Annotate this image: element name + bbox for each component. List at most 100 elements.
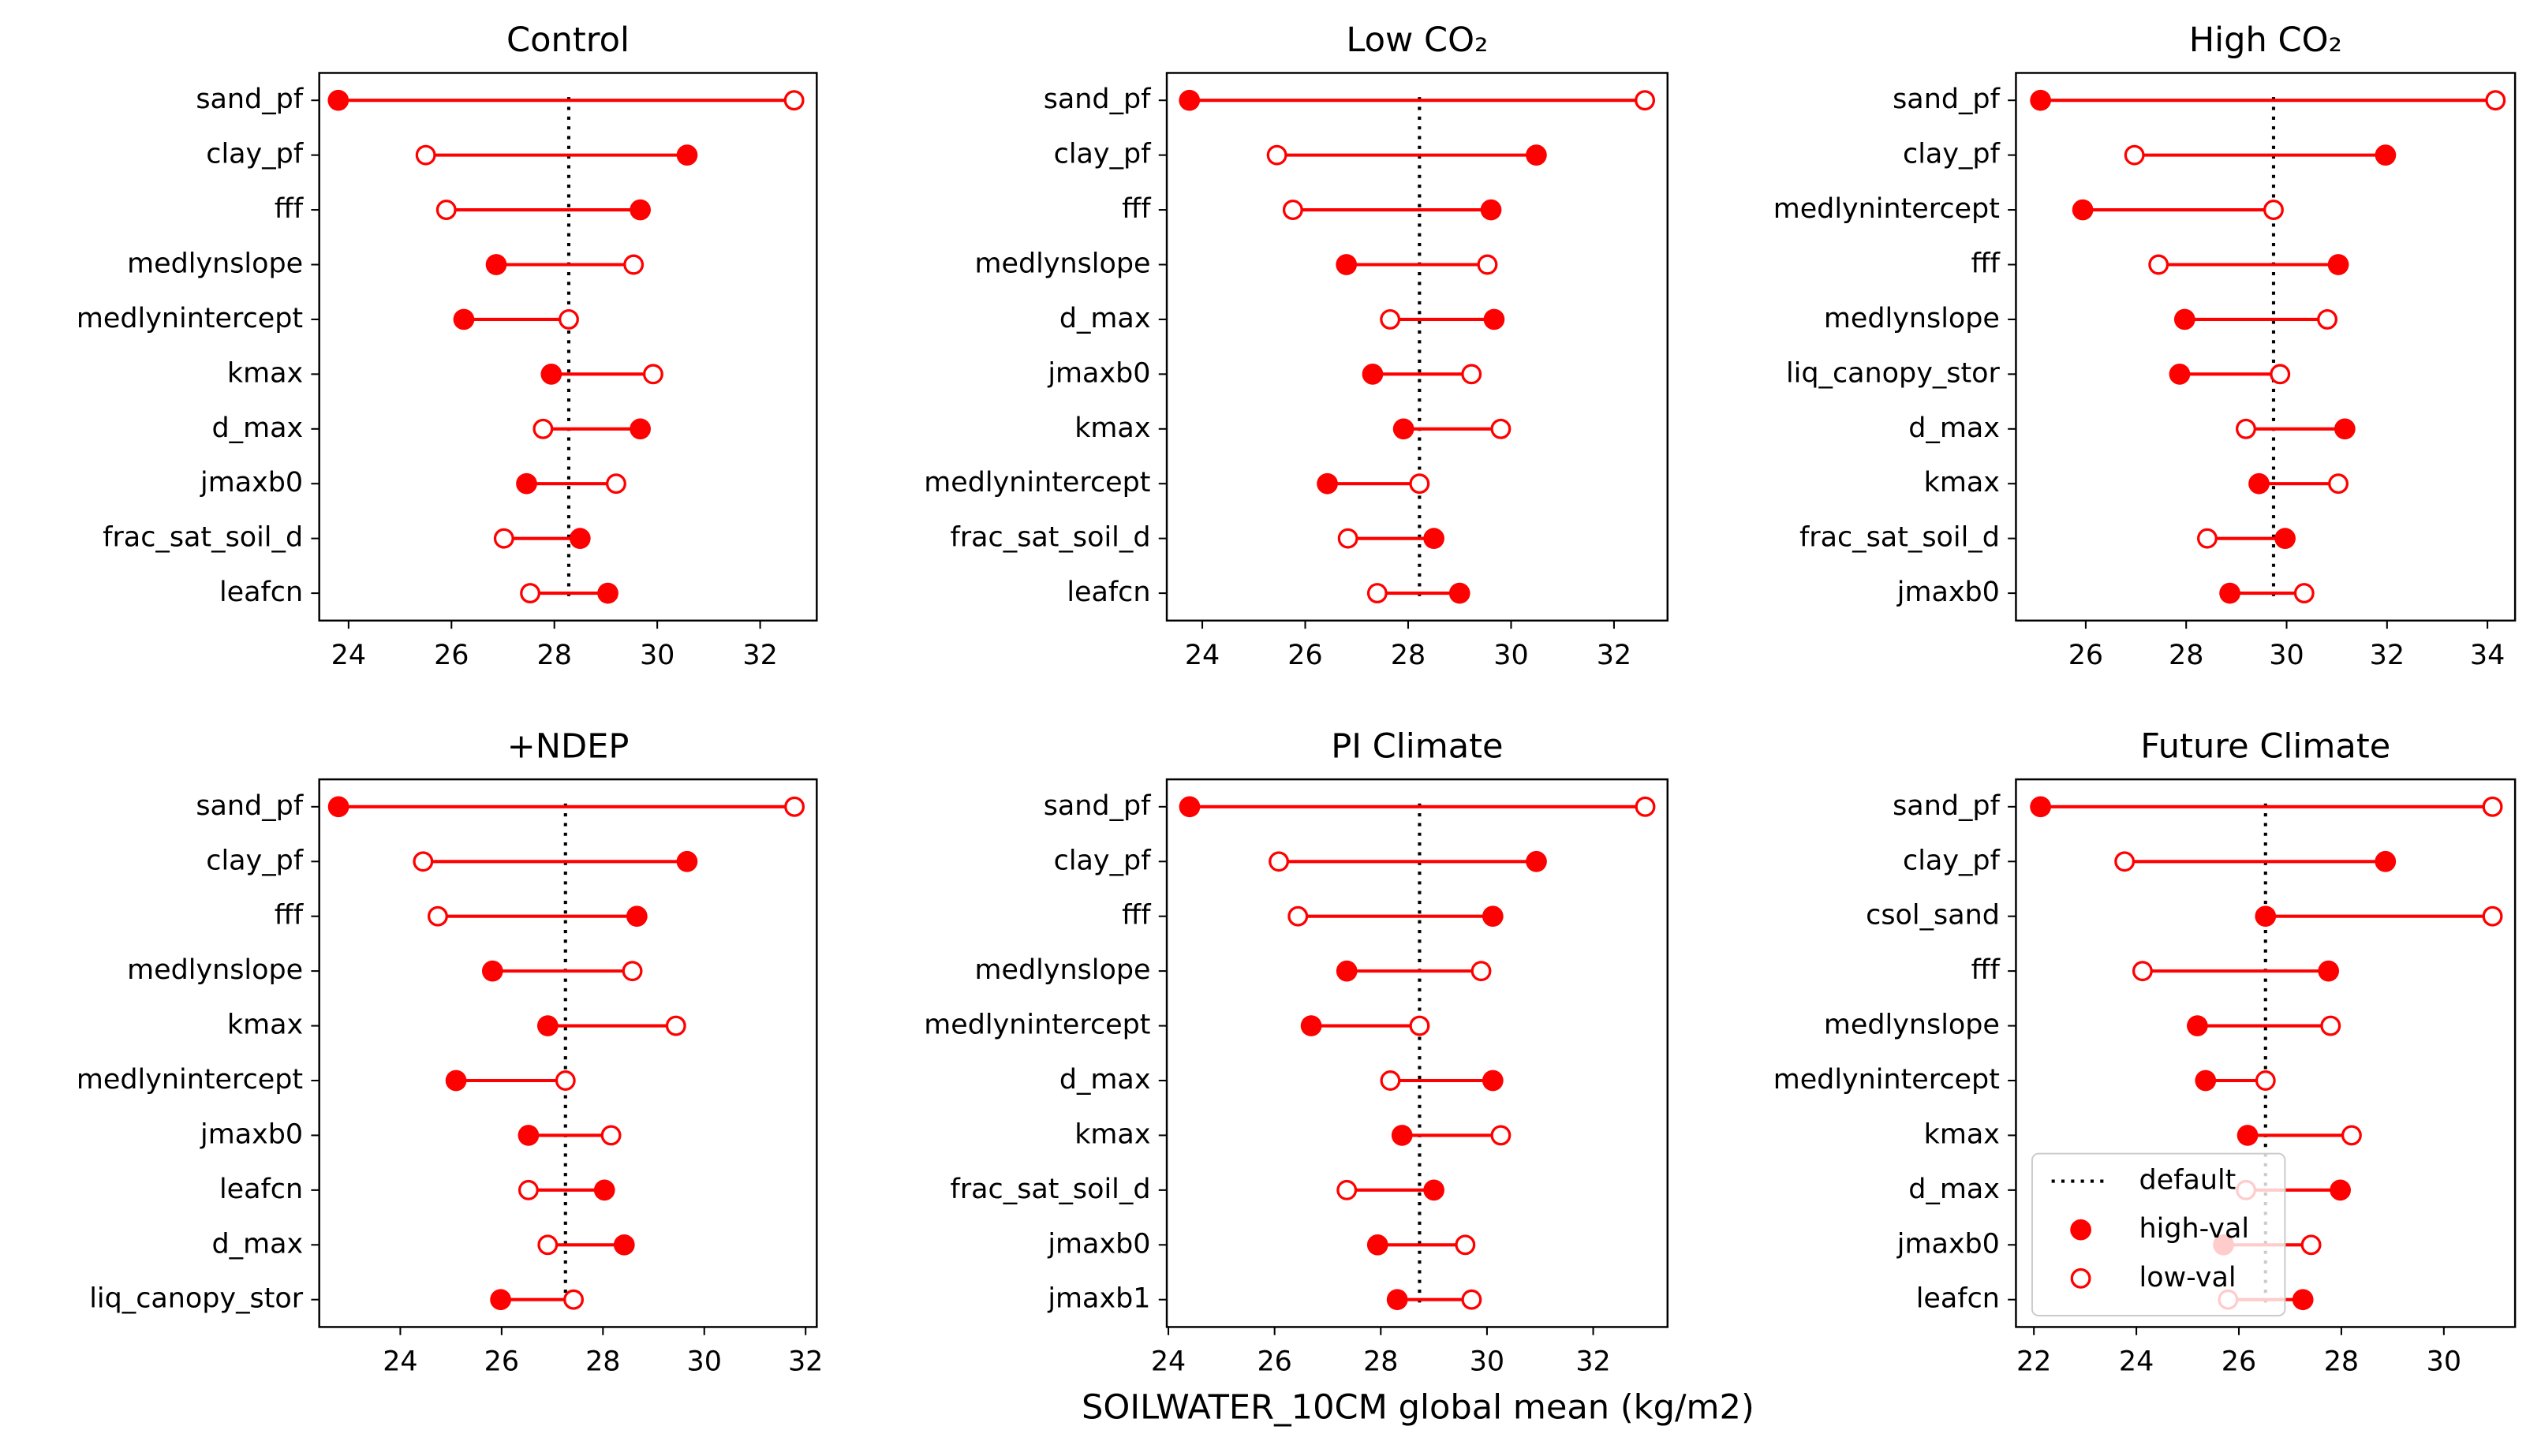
high-marker xyxy=(1386,1289,1408,1311)
y-tick-label: liq_canopy_stor xyxy=(89,1283,304,1315)
high-marker xyxy=(1526,850,1547,872)
low-marker xyxy=(622,961,643,982)
panel-title: Future Climate xyxy=(2140,727,2390,767)
low-marker xyxy=(518,1179,539,1200)
y-tick-label: frac_sat_soil_d xyxy=(1799,522,2000,554)
legend-box xyxy=(2031,1152,2286,1317)
low-marker xyxy=(1380,1070,1401,1091)
y-tick-label: jmaxb1 xyxy=(1047,1283,1150,1315)
low-marker xyxy=(1635,90,1656,111)
low-marker xyxy=(1287,905,1309,927)
x-tick-label: 28 xyxy=(537,640,572,671)
high-marker xyxy=(2318,960,2340,982)
low-marker xyxy=(559,308,579,330)
x-tick-label: 30 xyxy=(1470,1346,1504,1378)
low-marker xyxy=(1336,1179,1358,1200)
high-marker xyxy=(2292,1289,2314,1311)
high-marker xyxy=(1482,1070,1504,1092)
high-marker xyxy=(630,199,651,221)
low-marker xyxy=(2197,528,2218,549)
y-tick-label: d_max xyxy=(1059,303,1151,334)
low-marker xyxy=(2341,1125,2362,1146)
axes-frame xyxy=(2015,72,2517,622)
low-marker xyxy=(2270,364,2291,385)
high-marker xyxy=(485,254,507,275)
high-marker xyxy=(1179,796,1201,818)
x-tick-label: 26 xyxy=(1287,640,1322,671)
high-marker xyxy=(1423,1179,1444,1201)
low-marker xyxy=(415,144,436,166)
y-tick-label: sand_pf xyxy=(1044,790,1151,822)
high-marker xyxy=(481,960,503,982)
legend-swatch xyxy=(2070,1219,2091,1241)
high-marker xyxy=(1391,1125,1413,1146)
axes-frame xyxy=(1165,72,1669,622)
low-marker xyxy=(1470,961,1492,982)
y-tick-label: jmaxb0 xyxy=(1047,1228,1150,1260)
x-tick-label: 32 xyxy=(1575,1346,1610,1378)
y-tick-label: d_max xyxy=(1059,1064,1151,1096)
high-marker xyxy=(2375,144,2397,166)
low-marker xyxy=(623,254,645,275)
high-marker xyxy=(1483,308,1505,330)
y-tick-label: fff xyxy=(275,900,304,931)
low-marker xyxy=(520,583,541,604)
x-tick-label: 26 xyxy=(1257,1346,1291,1378)
axes-frame xyxy=(1165,778,1669,1328)
x-tick-label: 32 xyxy=(742,640,777,671)
y-tick-label: sand_pf xyxy=(1044,84,1151,115)
panel-title: High CO₂ xyxy=(2189,21,2342,60)
low-marker xyxy=(1490,418,1512,439)
y-tick-label: kmax xyxy=(227,357,303,389)
x-tick-label: 32 xyxy=(1597,640,1631,671)
y-tick-label: fff xyxy=(1971,248,2001,279)
low-marker xyxy=(1380,308,1401,330)
high-marker xyxy=(613,1234,635,1256)
legend: default high-val low-val xyxy=(2031,1152,2286,1317)
high-marker xyxy=(676,144,698,166)
y-tick-label: kmax xyxy=(1074,1118,1150,1150)
y-tick-label: jmaxb0 xyxy=(200,1118,303,1150)
low-marker xyxy=(1366,583,1388,604)
high-marker xyxy=(1336,960,1358,982)
low-marker xyxy=(532,418,554,439)
low-marker xyxy=(2124,144,2145,166)
x-tick-label: 30 xyxy=(2427,1346,2461,1378)
x-tick-label: 26 xyxy=(2068,640,2103,671)
y-tick-label: fff xyxy=(1971,954,2001,986)
high-marker xyxy=(2274,528,2296,550)
low-marker xyxy=(2482,796,2503,817)
x-tick-label: 24 xyxy=(2119,1346,2154,1378)
low-marker xyxy=(1266,144,1287,166)
y-tick-label: medlynintercept xyxy=(924,1010,1150,1041)
high-marker xyxy=(1526,144,1547,166)
low-marker xyxy=(2317,308,2338,330)
high-marker xyxy=(597,582,618,604)
low-marker xyxy=(1337,528,1358,549)
y-tick-label: liq_canopy_stor xyxy=(1786,357,2001,389)
x-tick-label: 28 xyxy=(2169,640,2203,671)
low-marker xyxy=(493,528,514,549)
panel-title: Low CO₂ xyxy=(1346,21,1488,60)
y-tick-label: jmaxb0 xyxy=(1896,1228,2000,1260)
low-marker xyxy=(537,1234,559,1256)
y-tick-label: medlynintercept xyxy=(77,303,303,334)
x-tick-label: 24 xyxy=(1151,1346,1186,1378)
high-marker xyxy=(327,796,349,818)
y-tick-label: leafcn xyxy=(219,1174,303,1205)
low-marker xyxy=(2320,1015,2341,1036)
high-marker xyxy=(1366,1234,1388,1256)
low-marker xyxy=(1282,200,1303,221)
y-tick-label: jmaxb0 xyxy=(1047,357,1150,389)
y-tick-label: kmax xyxy=(1074,413,1150,444)
high-marker xyxy=(2169,364,2191,385)
high-marker xyxy=(2236,1125,2259,1146)
high-marker xyxy=(1362,364,1384,385)
high-marker xyxy=(2030,89,2051,111)
x-tick-label: 24 xyxy=(383,1346,417,1378)
high-marker xyxy=(2334,418,2356,440)
high-marker xyxy=(1179,89,1201,111)
x-tick-label: 24 xyxy=(1185,640,1220,671)
x-tick-label: 32 xyxy=(2370,640,2405,671)
